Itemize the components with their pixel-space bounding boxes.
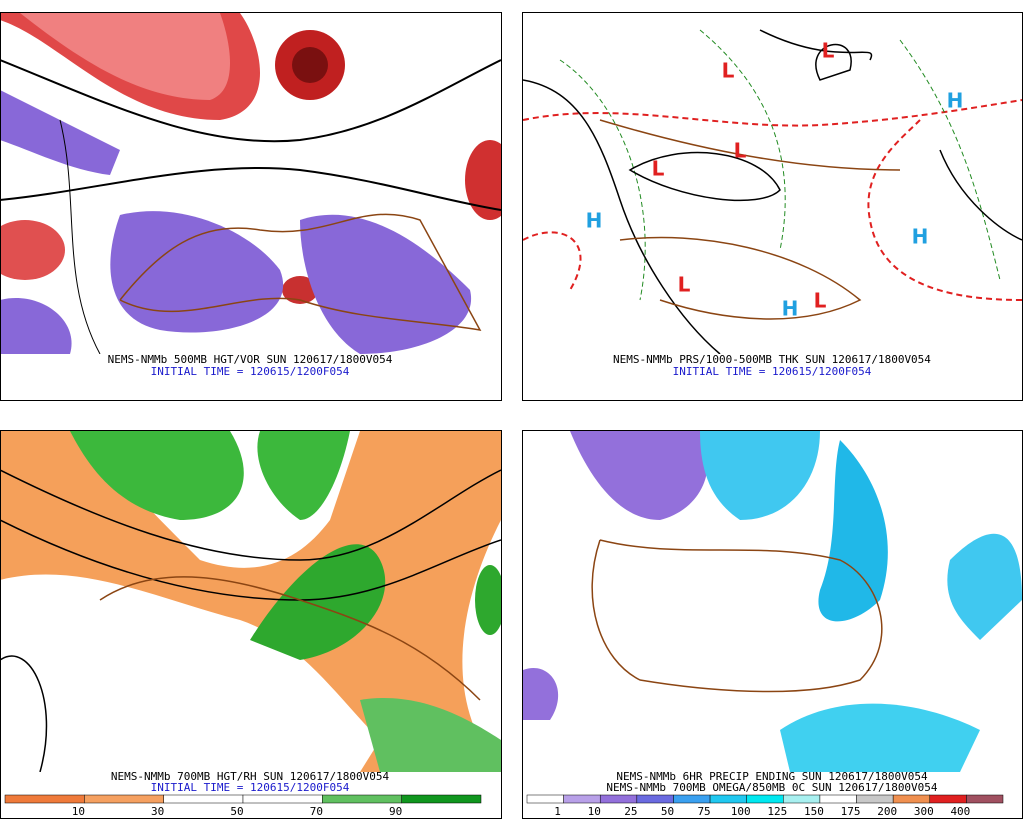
- colorbar-label: 150: [804, 805, 824, 818]
- caption: NEMS-NMMb 6HR PRECIP ENDING SUN 120617/1…: [616, 770, 928, 783]
- vorticity-map: [1, 13, 501, 354]
- caption: NEMS-NMMb 700MB HGT/RH SUN 120617/1800V0…: [111, 770, 390, 783]
- colorbar-swatch: [673, 794, 711, 804]
- low-center: L: [652, 157, 665, 181]
- colorbar-label: 30: [151, 805, 164, 818]
- colorbar-label: 10: [588, 805, 601, 818]
- colorbar-label: 175: [841, 805, 861, 818]
- colorbar-label: 1: [554, 805, 561, 818]
- initial-time: INITIAL TIME = 120615/1200F054: [151, 365, 350, 378]
- colorbar-label: 300: [914, 805, 934, 818]
- colorbar-swatch: [4, 794, 85, 804]
- caption: NEMS-NMMb 700MB OMEGA/850MB 0C SUN 12061…: [606, 781, 938, 794]
- colorbar-label: 50: [230, 805, 243, 818]
- colorbar-swatch: [746, 794, 784, 804]
- low-center: L: [722, 59, 735, 83]
- low-center: L: [814, 289, 827, 313]
- initial-time: INITIAL TIME = 120615/1200F054: [151, 781, 350, 794]
- humidity-map: [1, 431, 501, 772]
- colorbar-label: 100: [731, 805, 751, 818]
- high-center: H: [947, 89, 964, 113]
- colorbar-label: 200: [877, 805, 897, 818]
- colorbar-label: 400: [950, 805, 970, 818]
- high-center: H: [586, 209, 603, 233]
- colorbar-label: 50: [661, 805, 674, 818]
- low-center: L: [734, 139, 747, 163]
- high-center: H: [912, 225, 929, 249]
- colorbar-swatch: [526, 794, 564, 804]
- colorbar-swatch: [242, 794, 323, 804]
- colorbar-swatch: [892, 794, 931, 804]
- colorbar-swatch: [84, 794, 164, 804]
- colorbar-swatch: [856, 794, 894, 804]
- colorbar-swatch: [599, 794, 638, 804]
- colorbar-label: 75: [697, 805, 710, 818]
- colorbar-label: 10: [72, 805, 85, 818]
- colorbar-swatch: [401, 794, 482, 804]
- colorbar-swatch: [929, 794, 967, 804]
- colorbar-swatch: [966, 794, 1004, 804]
- colorbar-label: 25: [624, 805, 637, 818]
- colorbar-swatch: [709, 794, 747, 804]
- colorbar-swatch: [636, 794, 674, 804]
- colorbar-swatch: [322, 794, 402, 804]
- low-center: L: [822, 39, 835, 63]
- caption: NEMS-NMMb 500MB HGT/VOR SUN 120617/1800V…: [108, 353, 393, 366]
- pressure-map: L L L L L L H H H H: [523, 29, 1022, 354]
- precip-map: [523, 431, 1022, 772]
- low-center: L: [678, 273, 691, 297]
- colorbar-label: 90: [389, 805, 402, 818]
- colorbar-swatch: [819, 794, 857, 804]
- colorbars: 10 30 50 70 90 1 10 25 50 75 100 125 150 175 200 300 400: [4, 794, 1004, 818]
- colorbar-label: 125: [767, 805, 787, 818]
- caption: NEMS-NMMb PRS/1000-500MB THK SUN 120617/…: [613, 353, 931, 366]
- panel-frame: [522, 12, 1023, 401]
- colorbar-swatch: [163, 794, 244, 804]
- colorbar-swatch: [783, 794, 821, 804]
- colorbar-swatch: [563, 794, 601, 804]
- high-center: H: [782, 297, 799, 321]
- initial-time: INITIAL TIME = 120615/1200F054: [673, 365, 872, 378]
- colorbar-label: 70: [310, 805, 323, 818]
